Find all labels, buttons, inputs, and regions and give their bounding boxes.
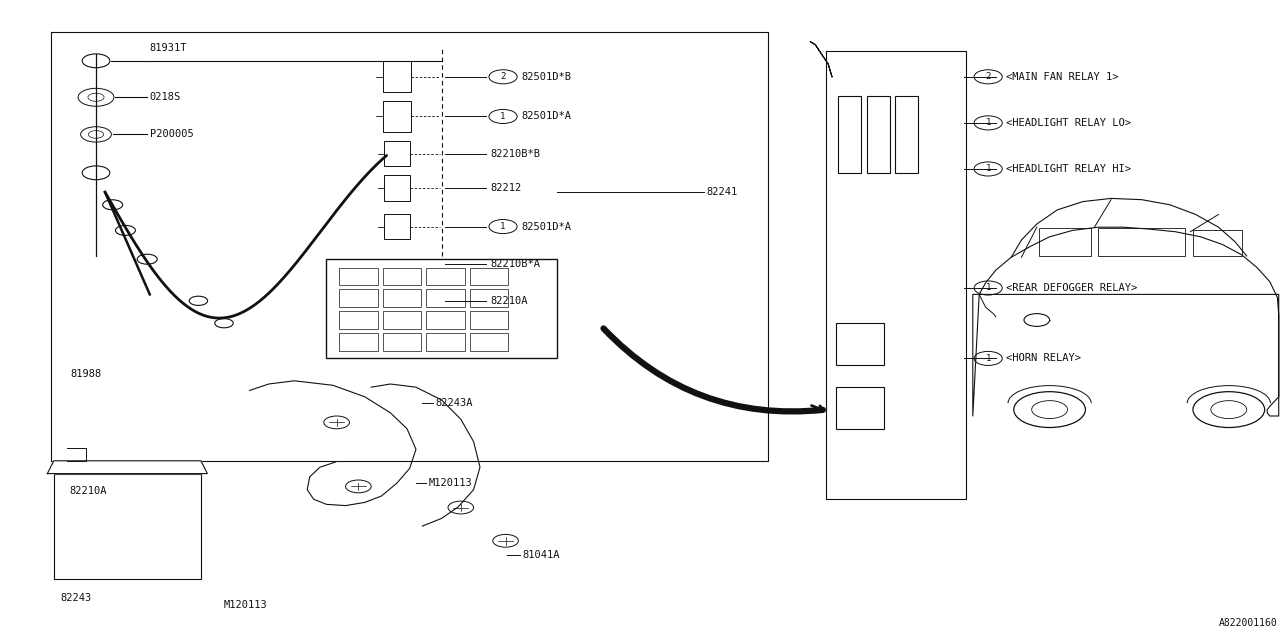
- Bar: [1098, 228, 1185, 256]
- Text: A822001160: A822001160: [1219, 618, 1277, 628]
- Text: 82210B*B: 82210B*B: [490, 148, 540, 159]
- Bar: [383, 311, 421, 329]
- Text: 82241: 82241: [707, 187, 737, 197]
- Bar: [470, 268, 508, 285]
- Bar: [836, 387, 884, 429]
- Bar: [426, 289, 465, 307]
- Text: 1: 1: [986, 354, 991, 363]
- Bar: [339, 268, 378, 285]
- Bar: [426, 333, 465, 351]
- Circle shape: [1024, 314, 1050, 326]
- Text: <HEADLIGHT RELAY LO>: <HEADLIGHT RELAY LO>: [1006, 118, 1132, 128]
- Text: M120113: M120113: [429, 478, 472, 488]
- Text: 82243A: 82243A: [435, 398, 472, 408]
- Text: 82210A: 82210A: [490, 296, 527, 307]
- Bar: [867, 96, 890, 173]
- Text: <MAIN FAN RELAY 1>: <MAIN FAN RELAY 1>: [1006, 72, 1119, 82]
- Bar: [1193, 230, 1242, 256]
- Text: 1: 1: [986, 164, 991, 173]
- Text: <HORN RELAY>: <HORN RELAY>: [1006, 353, 1082, 364]
- Text: 0218S: 0218S: [150, 92, 180, 102]
- Text: 81988: 81988: [70, 369, 101, 380]
- Text: 82210B*A: 82210B*A: [490, 259, 540, 269]
- Text: 1: 1: [500, 112, 506, 121]
- Bar: [383, 333, 421, 351]
- Bar: [384, 175, 410, 201]
- Text: 82243: 82243: [60, 593, 91, 604]
- Text: 82210A: 82210A: [69, 486, 106, 497]
- Bar: [383, 61, 411, 92]
- Text: 81041A: 81041A: [522, 550, 559, 560]
- Bar: [339, 333, 378, 351]
- Bar: [470, 333, 508, 351]
- Bar: [1039, 228, 1091, 256]
- Bar: [470, 311, 508, 329]
- Text: <REAR DEFOGGER RELAY>: <REAR DEFOGGER RELAY>: [1006, 283, 1138, 293]
- Text: 2: 2: [986, 72, 991, 81]
- Bar: [326, 259, 557, 358]
- Text: M120113: M120113: [224, 600, 268, 610]
- Bar: [383, 289, 421, 307]
- Bar: [383, 101, 411, 132]
- Bar: [384, 141, 410, 166]
- Text: 82501D*B: 82501D*B: [521, 72, 571, 82]
- Text: 2: 2: [500, 72, 506, 81]
- Text: 82212: 82212: [490, 183, 521, 193]
- Bar: [470, 289, 508, 307]
- Text: 1: 1: [986, 284, 991, 292]
- Bar: [426, 268, 465, 285]
- Bar: [339, 289, 378, 307]
- Bar: [384, 214, 410, 239]
- Text: <HEADLIGHT RELAY HI>: <HEADLIGHT RELAY HI>: [1006, 164, 1132, 174]
- Text: 1: 1: [500, 222, 506, 231]
- Bar: [895, 96, 918, 173]
- Bar: [838, 96, 861, 173]
- Bar: [836, 323, 884, 365]
- Bar: [383, 268, 421, 285]
- Text: 81931T: 81931T: [150, 43, 187, 53]
- Text: 82501D*A: 82501D*A: [521, 221, 571, 232]
- Polygon shape: [47, 461, 207, 474]
- Text: P200005: P200005: [150, 129, 193, 140]
- Text: 1: 1: [986, 118, 991, 127]
- Bar: [426, 311, 465, 329]
- Bar: [339, 311, 378, 329]
- Text: 82501D*A: 82501D*A: [521, 111, 571, 122]
